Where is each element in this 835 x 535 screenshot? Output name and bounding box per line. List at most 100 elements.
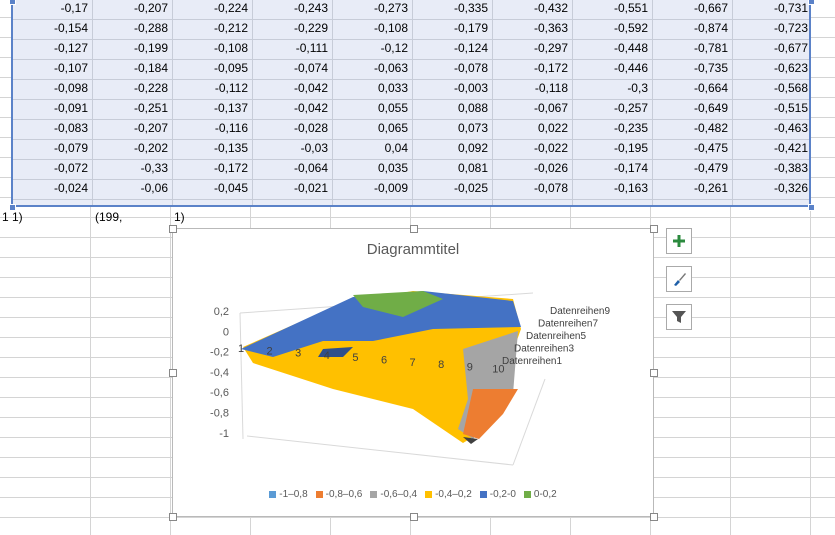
chart-title[interactable]: Diagrammtitel — [366, 241, 460, 258]
chart-filters-button[interactable] — [666, 304, 692, 330]
table-cell[interactable]: -0,083 — [53, 121, 88, 135]
table-cell[interactable]: -0,677 — [773, 41, 808, 55]
table-cell[interactable]: -0,3 — [627, 81, 648, 95]
table-cell[interactable]: -0,042 — [293, 81, 328, 95]
table-cell[interactable]: -0,235 — [613, 121, 648, 135]
table-cell[interactable]: -0,667 — [693, 1, 728, 15]
table-cell[interactable]: 0,073 — [457, 121, 488, 135]
chart-resize-handle[interactable] — [650, 369, 658, 377]
table-cell[interactable]: -0,212 — [213, 21, 248, 35]
table-cell[interactable]: -0,33 — [140, 161, 168, 175]
table-cell[interactable]: -0,135 — [213, 141, 248, 155]
table-cell[interactable]: -0,207 — [133, 121, 168, 135]
table-cell[interactable]: -0,095 — [213, 61, 248, 75]
table-cell[interactable]: -0,003 — [453, 81, 488, 95]
table-cell[interactable]: -0,03 — [300, 141, 328, 155]
table-cell[interactable]: -0,025 — [453, 181, 488, 195]
table-cell[interactable]: 0,055 — [377, 101, 408, 115]
table-cell[interactable]: 0,035 — [377, 161, 408, 175]
table-cell[interactable]: -0,063 — [373, 61, 408, 75]
table-cell[interactable]: 0,088 — [457, 101, 488, 115]
table-cell[interactable]: -0,199 — [133, 41, 168, 55]
legend-entry[interactable]: -0,6–0,4 — [370, 489, 417, 500]
table-cell[interactable]: -0,421 — [773, 141, 808, 155]
table-cell[interactable]: 0,092 — [457, 141, 488, 155]
table-cell[interactable]: -0,028 — [293, 121, 328, 135]
table-cell[interactable]: -0,475 — [693, 141, 728, 155]
table-cell[interactable]: -0,479 — [693, 161, 728, 175]
selection-handle[interactable] — [9, 204, 16, 211]
table-cell[interactable]: -0,116 — [214, 121, 248, 135]
table-cell[interactable]: -0,228 — [133, 81, 168, 95]
chart-resize-handle[interactable] — [169, 225, 177, 233]
table-cell[interactable]: -0,021 — [293, 181, 328, 195]
table-cell[interactable]: -0,463 — [773, 121, 808, 135]
chart-resize-handle[interactable] — [169, 513, 177, 521]
legend-entry[interactable]: -0,2-0 — [479, 489, 516, 500]
chart-resize-handle[interactable] — [650, 225, 658, 233]
cell[interactable]: 1) — [174, 210, 185, 224]
table-cell[interactable]: -0,432 — [533, 1, 568, 15]
chart-plot[interactable]: 0,20-0,2-0,4-0,6-0,8-1 1 2 3 4 5 6 7 8 9 10 Daten… — [173, 229, 655, 518]
table-cell[interactable]: -0,108 — [213, 41, 248, 55]
table-cell[interactable]: 0,022 — [537, 121, 568, 135]
table-cell[interactable]: -0,154 — [53, 21, 88, 35]
table-cell[interactable]: -0,224 — [213, 1, 248, 15]
table-cell[interactable]: -0,261 — [693, 181, 728, 195]
table-cell[interactable]: -0,257 — [613, 101, 648, 115]
table-cell[interactable]: -0,124 — [453, 41, 488, 55]
table-cell[interactable]: -0,108 — [373, 21, 408, 35]
table-cell[interactable]: -0,649 — [693, 101, 728, 115]
table-cell[interactable]: 0,081 — [457, 161, 488, 175]
cell[interactable]: (199, — [95, 210, 123, 224]
table-cell[interactable]: -0,174 — [613, 161, 648, 175]
table-cell[interactable]: 0,065 — [377, 121, 408, 135]
legend-entry[interactable]: -0,4–0,2 — [425, 489, 472, 500]
legend-entry[interactable]: -0,8–0,6 — [315, 489, 362, 500]
chart-styles-button[interactable] — [666, 266, 692, 292]
table-cell[interactable]: -0,045 — [213, 181, 248, 195]
table-cell[interactable]: -0,026 — [533, 161, 568, 175]
table-cell[interactable]: -0,781 — [693, 41, 728, 55]
table-cell[interactable]: -0,17 — [60, 1, 88, 15]
table-cell[interactable]: -0,078 — [533, 181, 568, 195]
table-cell[interactable]: -0,098 — [53, 81, 88, 95]
table-cell[interactable]: -0,184 — [133, 61, 168, 75]
table-cell[interactable]: 0,04 — [384, 141, 408, 155]
table-cell[interactable]: -0,074 — [293, 61, 328, 75]
table-cell[interactable]: -0,064 — [293, 161, 328, 175]
selection-handle[interactable] — [808, 0, 815, 5]
table-cell[interactable]: -0,482 — [693, 121, 728, 135]
selected-range[interactable] — [11, 0, 811, 207]
cell[interactable]: 1 1) — [2, 210, 23, 224]
chart-resize-handle[interactable] — [169, 369, 177, 377]
table-cell[interactable]: -0,623 — [773, 61, 808, 75]
table-cell[interactable]: -0,022 — [533, 141, 568, 155]
chart-elements-button[interactable] — [666, 228, 692, 254]
chart-resize-handle[interactable] — [650, 513, 658, 521]
table-cell[interactable]: -0,229 — [293, 21, 328, 35]
table-cell[interactable]: -0,091 — [53, 101, 88, 115]
table-cell[interactable]: -0,172 — [533, 61, 568, 75]
table-cell[interactable]: -0,251 — [133, 101, 168, 115]
table-cell[interactable]: -0,363 — [533, 21, 568, 35]
table-cell[interactable]: -0,297 — [533, 41, 568, 55]
table-cell[interactable]: -0,243 — [293, 1, 328, 15]
table-cell[interactable]: -0,118 — [534, 81, 568, 95]
table-cell[interactable]: -0,179 — [453, 21, 488, 35]
table-cell[interactable]: -0,172 — [213, 161, 248, 175]
table-cell[interactable]: -0,079 — [53, 141, 88, 155]
legend-entry[interactable]: -1–0,8 — [269, 489, 308, 500]
selection-handle[interactable] — [808, 204, 815, 211]
table-cell[interactable]: -0,731 — [773, 1, 808, 15]
table-cell[interactable]: -0,12 — [380, 41, 408, 55]
table-cell[interactable]: -0,326 — [773, 181, 808, 195]
table-cell[interactable]: -0,078 — [453, 61, 488, 75]
table-cell[interactable]: -0,446 — [613, 61, 648, 75]
table-cell[interactable]: -0,515 — [773, 101, 808, 115]
table-cell[interactable]: -0,735 — [693, 61, 728, 75]
table-cell[interactable]: -0,137 — [213, 101, 248, 115]
table-cell[interactable]: -0,383 — [773, 161, 808, 175]
table-cell[interactable]: -0,111 — [295, 41, 328, 55]
